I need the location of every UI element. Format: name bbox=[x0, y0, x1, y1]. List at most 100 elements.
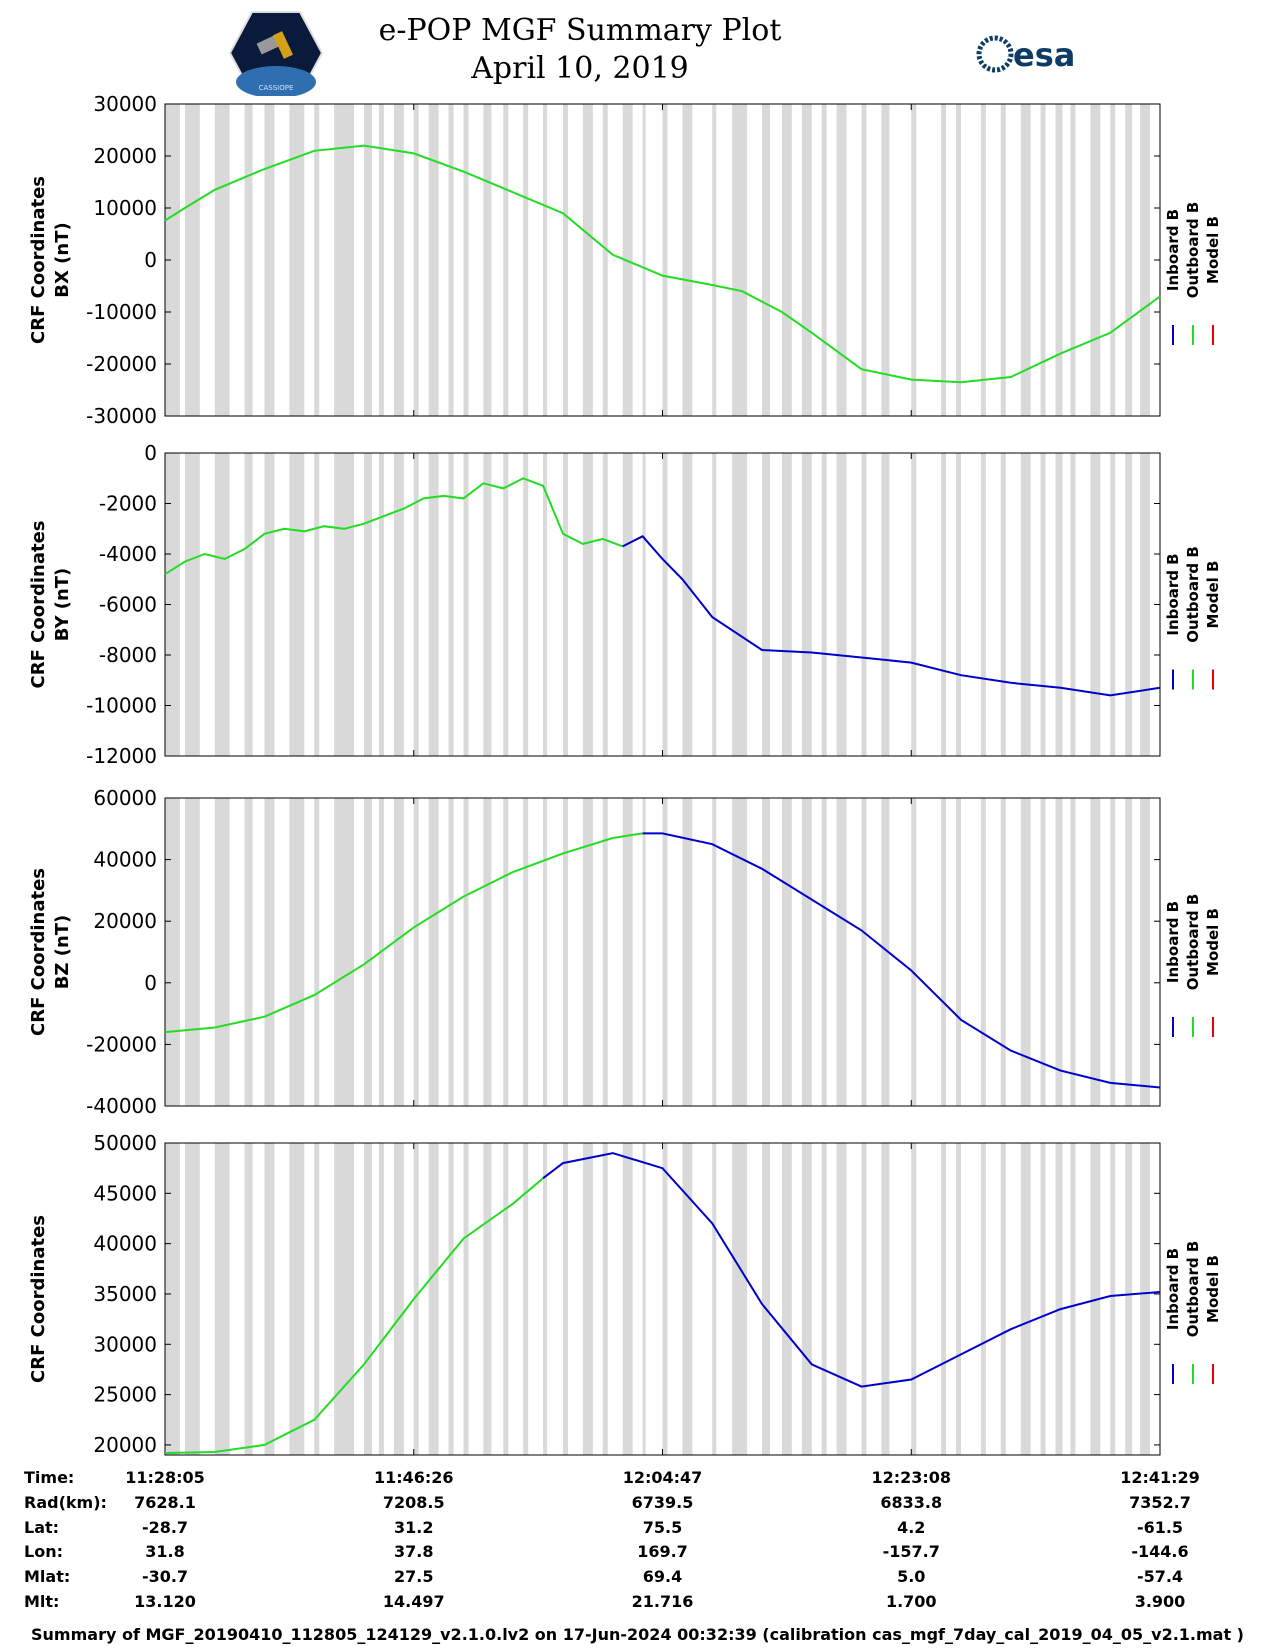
data-gap-band bbox=[463, 1143, 469, 1455]
data-gap-band bbox=[662, 453, 668, 756]
data-gap-band bbox=[378, 1143, 384, 1455]
y-tick-label: -20000 bbox=[86, 352, 157, 376]
orbit-value: -28.7 bbox=[141, 1517, 189, 1537]
y-tick-label: 25000 bbox=[93, 1383, 157, 1407]
data-gap-band bbox=[1110, 104, 1116, 416]
y-tick-label: 30000 bbox=[93, 92, 157, 116]
data-gap-band bbox=[1090, 104, 1101, 416]
data-gap-band bbox=[428, 453, 439, 756]
orbit-value: 5.0 bbox=[897, 1567, 926, 1587]
orbit-value: 3.900 bbox=[1134, 1592, 1186, 1611]
panel-4: 50000 45000 40000 35000 30000 25000 20000 CRF C… bbox=[28, 1131, 1222, 1457]
data-gap-band bbox=[781, 1143, 792, 1455]
orbit-value: 12:23:08 bbox=[871, 1468, 952, 1487]
data-gap-band bbox=[911, 1143, 917, 1455]
data-gap-band bbox=[448, 453, 454, 756]
y-tick-label: -2000 bbox=[99, 492, 157, 516]
data-gap-band bbox=[622, 453, 633, 756]
data-gap-band bbox=[881, 1143, 890, 1455]
data-gap-band bbox=[244, 453, 253, 756]
data-gap-band bbox=[980, 1143, 986, 1455]
legend-label: Outboard B bbox=[1184, 894, 1202, 991]
data-gap-band bbox=[214, 104, 230, 416]
data-gap-band bbox=[334, 453, 355, 756]
data-gap-band bbox=[543, 1143, 548, 1455]
data-gap-band bbox=[781, 798, 792, 1106]
data-gap-band bbox=[413, 798, 419, 1106]
data-gap-band bbox=[1055, 104, 1063, 416]
data-gap-band bbox=[364, 798, 372, 1106]
orbit-value: 31.8 bbox=[145, 1542, 185, 1562]
data-gap-band bbox=[582, 453, 593, 756]
data-gap-band bbox=[503, 104, 509, 416]
orbit-value: 14.497 bbox=[382, 1592, 445, 1611]
data-gap-band bbox=[682, 453, 693, 756]
data-gap-band bbox=[334, 104, 355, 416]
y-tick-label: 10000 bbox=[93, 196, 157, 220]
data-gap-band bbox=[1090, 798, 1101, 1106]
data-gap-band bbox=[483, 104, 492, 416]
data-gap-band bbox=[428, 1143, 439, 1455]
y-tick-label: -20000 bbox=[86, 1032, 157, 1056]
data-gap-band bbox=[911, 798, 917, 1106]
data-gap-band bbox=[1055, 1143, 1063, 1455]
plot-date: April 10, 2019 bbox=[471, 51, 689, 86]
data-gap-band bbox=[463, 104, 469, 416]
orbit-value: 27.5 bbox=[394, 1567, 434, 1587]
y-axis-label-line: BZ (nT) bbox=[52, 915, 73, 990]
data-gap-band bbox=[861, 453, 867, 756]
data-gap-band bbox=[642, 453, 646, 756]
data-gap-band bbox=[861, 104, 867, 416]
data-gap-band bbox=[1125, 1143, 1133, 1455]
data-gap-band bbox=[762, 1143, 770, 1455]
data-gap-band bbox=[264, 798, 275, 1106]
data-gap-band bbox=[1140, 104, 1151, 416]
data-gap-band bbox=[364, 104, 372, 416]
data-gap-band bbox=[980, 453, 986, 756]
orbit-value: 6833.8 bbox=[880, 1492, 943, 1512]
data-gap-band bbox=[582, 104, 593, 416]
y-tick-label: 60000 bbox=[93, 786, 157, 810]
data-gap-band bbox=[1020, 1143, 1031, 1455]
panel-3: 60000 40000 20000 0 -20000 -40000 CRF Coordina… bbox=[28, 786, 1222, 1118]
data-gap-band bbox=[911, 104, 917, 416]
orbit-row-label: Lon: bbox=[24, 1542, 63, 1562]
data-gap-band bbox=[334, 1143, 355, 1455]
data-gap-band bbox=[364, 1143, 372, 1455]
data-gap-band bbox=[1055, 453, 1063, 756]
data-gap-band bbox=[602, 453, 608, 756]
data-gap-band bbox=[364, 453, 372, 756]
outboard-series-line bbox=[164, 832, 643, 1034]
data-gap-band bbox=[1040, 798, 1046, 1106]
data-gap-band bbox=[264, 1143, 275, 1455]
legend-label: Model B bbox=[1204, 216, 1222, 284]
orbit-value: 4.2 bbox=[897, 1517, 926, 1537]
y-axis-label: CRF Coordinates bbox=[28, 1215, 49, 1383]
data-gap-band bbox=[314, 798, 320, 1106]
data-gap-band bbox=[821, 104, 827, 416]
data-gap-band bbox=[1070, 453, 1076, 756]
inboard-series-line bbox=[642, 832, 1161, 1089]
data-gap-band bbox=[642, 104, 646, 416]
data-gap-band bbox=[483, 1143, 492, 1455]
orbit-row-label: Mlat: bbox=[24, 1567, 71, 1587]
data-gap-band bbox=[662, 1143, 668, 1455]
data-gap-band bbox=[448, 104, 454, 416]
orbit-value: 11:28:05 bbox=[125, 1468, 205, 1487]
data-gap-band bbox=[622, 798, 633, 1106]
data-gap-band bbox=[165, 798, 180, 1106]
y-tick-label: -40000 bbox=[86, 1094, 157, 1118]
plot-title: e-POP MGF Summary Plot bbox=[378, 13, 782, 48]
data-gap-band bbox=[712, 104, 717, 416]
data-gap-band bbox=[732, 798, 748, 1106]
data-gap-band bbox=[682, 798, 693, 1106]
legend-label: Inboard B bbox=[1164, 901, 1182, 983]
data-gap-band bbox=[463, 798, 469, 1106]
data-gap-band bbox=[314, 104, 320, 416]
data-gap-band bbox=[801, 798, 812, 1106]
orbit-value: -144.6 bbox=[1131, 1542, 1189, 1562]
data-gap-band bbox=[503, 453, 509, 756]
data-gap-band bbox=[543, 798, 548, 1106]
data-gap-band bbox=[732, 453, 748, 756]
data-gap-band bbox=[165, 453, 180, 756]
